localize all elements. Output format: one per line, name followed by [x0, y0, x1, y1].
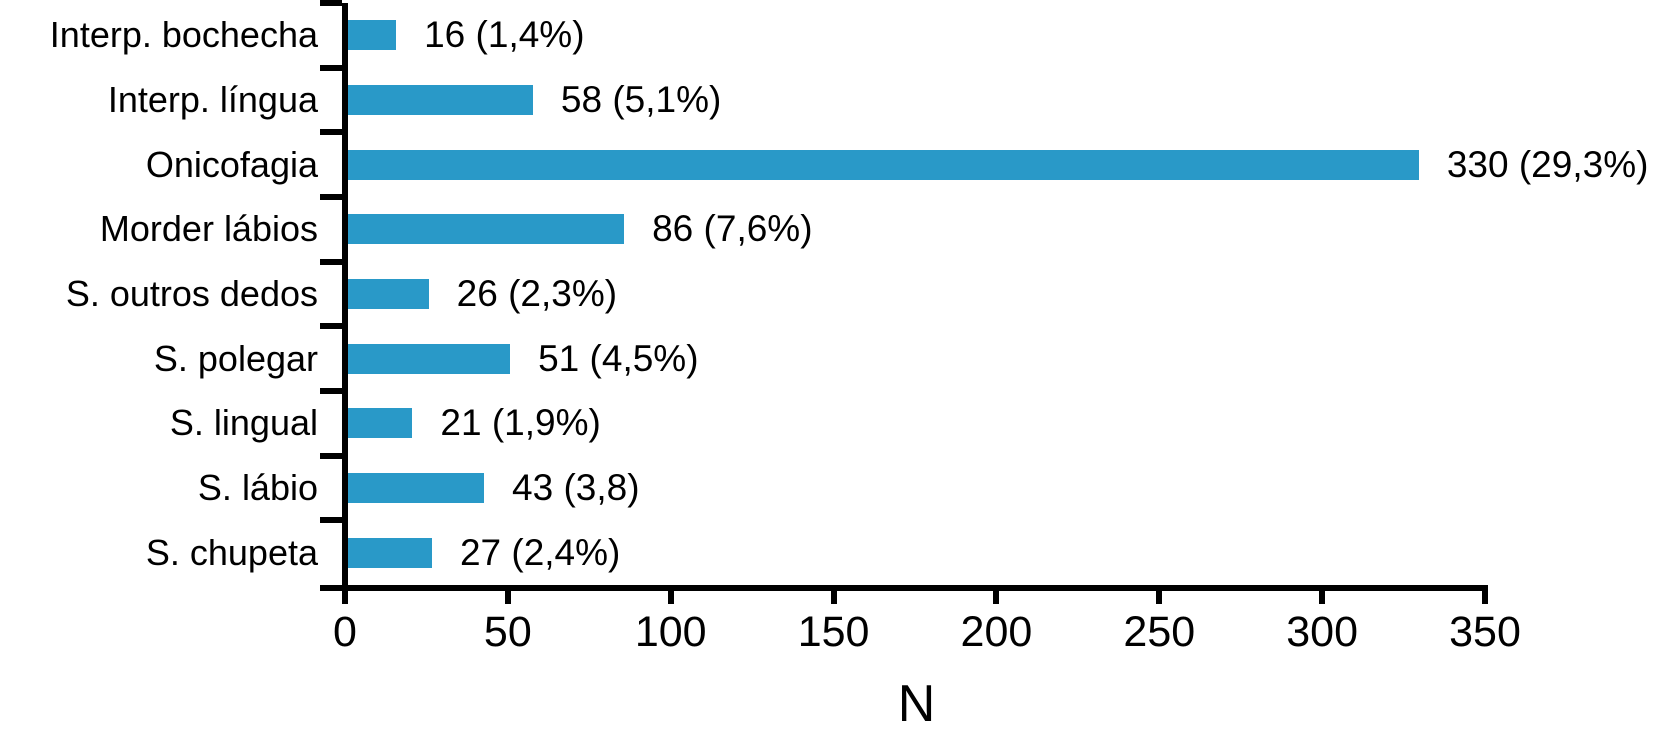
- y-tick: [320, 129, 342, 136]
- x-tick-label: 0: [333, 608, 357, 656]
- x-tick-label: 250: [1123, 608, 1196, 656]
- bar: [344, 20, 397, 51]
- bar: [344, 85, 533, 115]
- value-label: 86 (7,6%): [652, 208, 813, 250]
- y-tick: [320, 194, 342, 200]
- bar-row: Onicofagia 330 (29,3%): [0, 132, 1674, 197]
- value-label: 26 (2,3%): [456, 273, 618, 315]
- y-tick: [320, 388, 342, 394]
- category-label: Morder lábios: [99, 208, 318, 250]
- value-label: 43 (3,8): [512, 467, 640, 509]
- bar: [344, 537, 432, 568]
- bar-row: S. lingual 21 (1,9%): [0, 391, 1674, 456]
- bar-row: Interp. língua 58 (5,1%): [0, 68, 1674, 133]
- bar-rows: Interp. bochecha 16 (1,4%) Interp. língua 5…: [0, 3, 1674, 585]
- bar: [344, 214, 625, 245]
- value-label: 51 (4,5%): [538, 337, 699, 379]
- category-label: S. lingual: [169, 402, 318, 444]
- y-tick: [320, 0, 342, 6]
- value-label: 21 (1,9%): [440, 402, 601, 444]
- bar-row: Interp. bochecha 16 (1,4%): [0, 3, 1674, 68]
- bar-row: S. polegar 51 (4,5%): [0, 326, 1674, 391]
- bar-row: S. lábio 43 (3,8): [0, 456, 1674, 521]
- value-label: 330 (29,3%): [1446, 143, 1649, 185]
- x-tick-label: 300: [1286, 608, 1359, 656]
- bar-row: S. chupeta 27 (2,4%): [0, 520, 1674, 585]
- x-axis-line: [320, 585, 1488, 591]
- x-tick: [1319, 585, 1326, 604]
- category-label: Interp. bochecha: [49, 14, 318, 56]
- y-tick: [320, 452, 342, 459]
- x-tick: [830, 585, 837, 604]
- x-axis-title: N: [897, 675, 936, 733]
- value-label: 27 (2,4%): [459, 531, 621, 573]
- bar: [344, 343, 511, 374]
- y-tick: [320, 64, 342, 71]
- x-tick: [342, 585, 348, 604]
- bar-row: Morder lábios 86 (7,6%): [0, 197, 1674, 262]
- x-tick-label: 50: [483, 608, 532, 656]
- x-tick-label: 150: [797, 608, 870, 656]
- x-tick: [1482, 585, 1488, 604]
- x-tick-label: 350: [1449, 608, 1521, 656]
- category-label: Onicofagia: [145, 143, 318, 185]
- x-tick: [667, 585, 674, 604]
- category-label: S. chupeta: [145, 531, 318, 573]
- y-tick: [320, 517, 342, 524]
- category-label: Interp. língua: [107, 79, 318, 120]
- value-label: 58 (5,1%): [560, 79, 722, 120]
- y-tick: [320, 258, 342, 265]
- y-axis-line: [342, 3, 348, 591]
- category-label: S. outros dedos: [65, 273, 318, 315]
- x-tick: [993, 585, 1000, 604]
- x-tick-label: 100: [634, 608, 707, 656]
- category-label: S. lábio: [197, 467, 318, 509]
- x-tick: [504, 585, 511, 604]
- bar: [344, 149, 1419, 180]
- bar: [344, 473, 485, 504]
- x-tick-label: 200: [960, 608, 1033, 656]
- category-label: S. polegar: [153, 337, 318, 379]
- bar: [344, 408, 413, 439]
- bar: [344, 279, 429, 310]
- value-label: 16 (1,4%): [424, 14, 585, 56]
- y-tick: [320, 323, 342, 330]
- x-tick: [1156, 585, 1163, 604]
- bar-row: S. outros dedos 26 (2,3%): [0, 262, 1674, 327]
